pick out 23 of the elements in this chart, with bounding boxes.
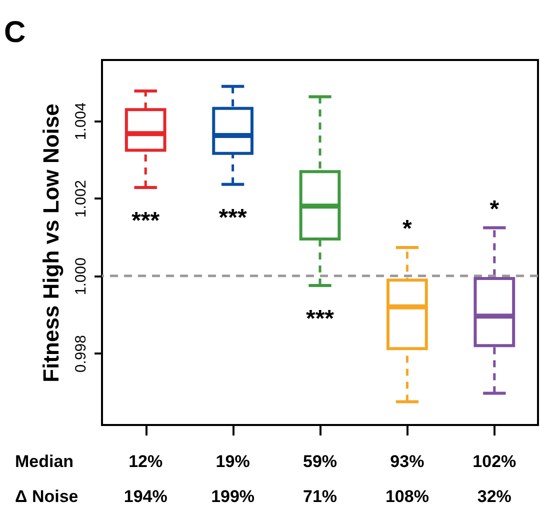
text: 19% [216,452,250,471]
annotation: * [490,196,500,223]
text: 108% [385,487,429,506]
y-tick-label: 0.998 [72,335,90,373]
annotation: * [402,216,413,243]
text: Median [15,452,74,471]
annotation: *** [132,207,160,234]
text: 194% [124,487,168,506]
annotation: *** [306,306,335,333]
text: 199% [211,487,255,506]
text: 93% [390,452,424,471]
annotation: *** [218,204,248,232]
y-tick-label: 1.000 [72,258,90,296]
y-axis-title: Fitness High vs Low Noise [38,104,64,382]
text: Δ Noise [15,487,78,506]
text: 12% [128,452,163,471]
y-tick-label: 1.002 [72,180,90,218]
text: 71% [302,487,338,506]
chart-title: C [4,16,26,49]
y-tick-label: 1.004 [72,102,90,140]
text: 59% [302,452,338,471]
text: 32% [477,487,512,506]
text: 102% [472,452,516,471]
